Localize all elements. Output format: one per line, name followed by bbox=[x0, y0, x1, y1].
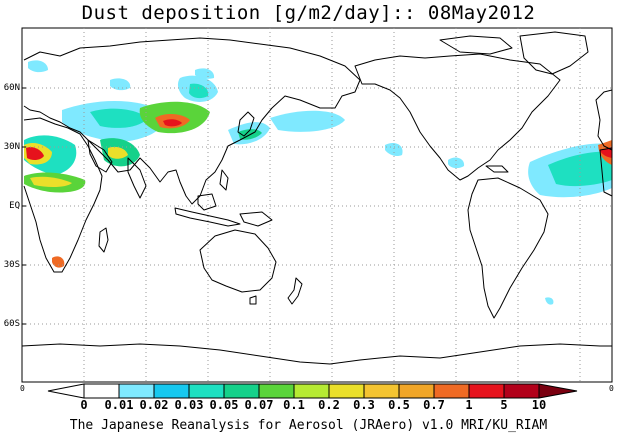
colorbar-cell-7 bbox=[328, 383, 365, 399]
colorbar-label-3: 0.03 bbox=[174, 398, 204, 412]
colorbar-label-11: 1 bbox=[465, 398, 473, 412]
lat-label-30n: 30N bbox=[3, 142, 20, 152]
coast-philippines bbox=[219, 169, 229, 191]
map-frame bbox=[21, 27, 613, 383]
coast-india bbox=[127, 157, 147, 199]
colorbar-cell-9 bbox=[398, 383, 435, 399]
lat-label-60s: 60S bbox=[3, 319, 20, 329]
colorbar-cell-8 bbox=[363, 383, 400, 399]
colorbar-label-10: 0.7 bbox=[423, 398, 445, 412]
plume-taklamakan-hot bbox=[163, 119, 182, 127]
plume-arctic bbox=[28, 60, 48, 73]
colorbar-label-9: 0.5 bbox=[388, 398, 410, 412]
map-footer-credit: The Japanese Reanalysis for Aerosol (JRA… bbox=[69, 418, 548, 433]
plume-india-core bbox=[108, 146, 128, 159]
coast-europe-right bbox=[595, 89, 613, 151]
colorbar-label-7: 0.2 bbox=[318, 398, 340, 412]
colorbar-label-6: 0.1 bbox=[283, 398, 305, 412]
plume-pacific-north bbox=[195, 68, 215, 79]
colorbar-label-12: 5 bbox=[500, 398, 508, 412]
coast-cuba bbox=[485, 165, 509, 173]
plume-gobi-mid bbox=[189, 83, 209, 99]
colorbar bbox=[47, 383, 578, 399]
coastlines bbox=[21, 31, 613, 365]
colorbar-label-4: 0.05 bbox=[209, 398, 239, 412]
coast-south-america bbox=[467, 177, 549, 319]
colorbar-cell-0 bbox=[83, 383, 120, 399]
map-edge-label-right: 0 bbox=[609, 384, 614, 393]
coast-arabia bbox=[87, 139, 113, 173]
colorbar-cell-6 bbox=[293, 383, 330, 399]
colorbar-label-8: 0.3 bbox=[353, 398, 375, 412]
coast-australia bbox=[199, 229, 277, 293]
lat-ticks bbox=[22, 87, 26, 325]
colorbar-label-5: 0.07 bbox=[244, 398, 274, 412]
lat-label-60n: 60N bbox=[3, 83, 20, 93]
coast-eurasia bbox=[23, 37, 361, 205]
colorbar-cell-10 bbox=[433, 383, 470, 399]
colorbar-label-2: 0.02 bbox=[139, 398, 169, 412]
colorbar-cell-11 bbox=[468, 383, 505, 399]
colorbar-arrow-right bbox=[538, 383, 578, 399]
colorbar-cell-1 bbox=[118, 383, 155, 399]
plume-siberia bbox=[110, 78, 131, 91]
map-edge-label-left: 0 bbox=[20, 384, 25, 393]
colorbar-cell-5 bbox=[258, 383, 295, 399]
plume-sahara-hot bbox=[26, 147, 44, 161]
coast-tasmania bbox=[249, 295, 257, 305]
coast-greenland bbox=[519, 31, 589, 75]
coast-borneo bbox=[197, 193, 217, 211]
plume-arabia-mid bbox=[90, 108, 148, 128]
plume-sahel-core bbox=[30, 176, 72, 188]
colorbar-cell-3 bbox=[188, 383, 225, 399]
coast-newguinea bbox=[239, 211, 273, 227]
colorbar-cell-12 bbox=[503, 383, 540, 399]
coast-japan bbox=[237, 111, 255, 137]
colorbar-label-1: 0.01 bbox=[104, 398, 134, 412]
grid bbox=[22, 28, 612, 382]
plume-patagonia bbox=[545, 297, 554, 305]
lat-label-eq: EQ bbox=[9, 201, 20, 211]
coast-indonesia bbox=[174, 207, 241, 227]
plume-south-africa bbox=[52, 256, 65, 268]
plume-mexico bbox=[448, 157, 465, 169]
coast-africa-right bbox=[599, 147, 613, 197]
coast-madagascar bbox=[98, 227, 109, 253]
colorbar-arrow-left bbox=[47, 383, 85, 399]
map-title: Dust deposition [g/m2/day]:: 08May2012 bbox=[81, 2, 536, 24]
colorbar-cell-2 bbox=[153, 383, 190, 399]
colorbar-label-13: 10 bbox=[531, 398, 547, 412]
colorbar-cell-4 bbox=[223, 383, 260, 399]
coast-arctic-islands bbox=[439, 35, 513, 55]
coast-newzealand bbox=[287, 277, 303, 305]
plume-us bbox=[385, 143, 403, 157]
coast-north-america bbox=[354, 53, 561, 181]
coast-antarctica bbox=[21, 343, 612, 365]
colorbar-label-0: 0 bbox=[80, 398, 88, 412]
plume-pacific bbox=[270, 110, 345, 132]
dust-plumes bbox=[24, 60, 612, 305]
coast-africa bbox=[23, 117, 103, 273]
lat-label-30s: 30S bbox=[3, 260, 20, 270]
